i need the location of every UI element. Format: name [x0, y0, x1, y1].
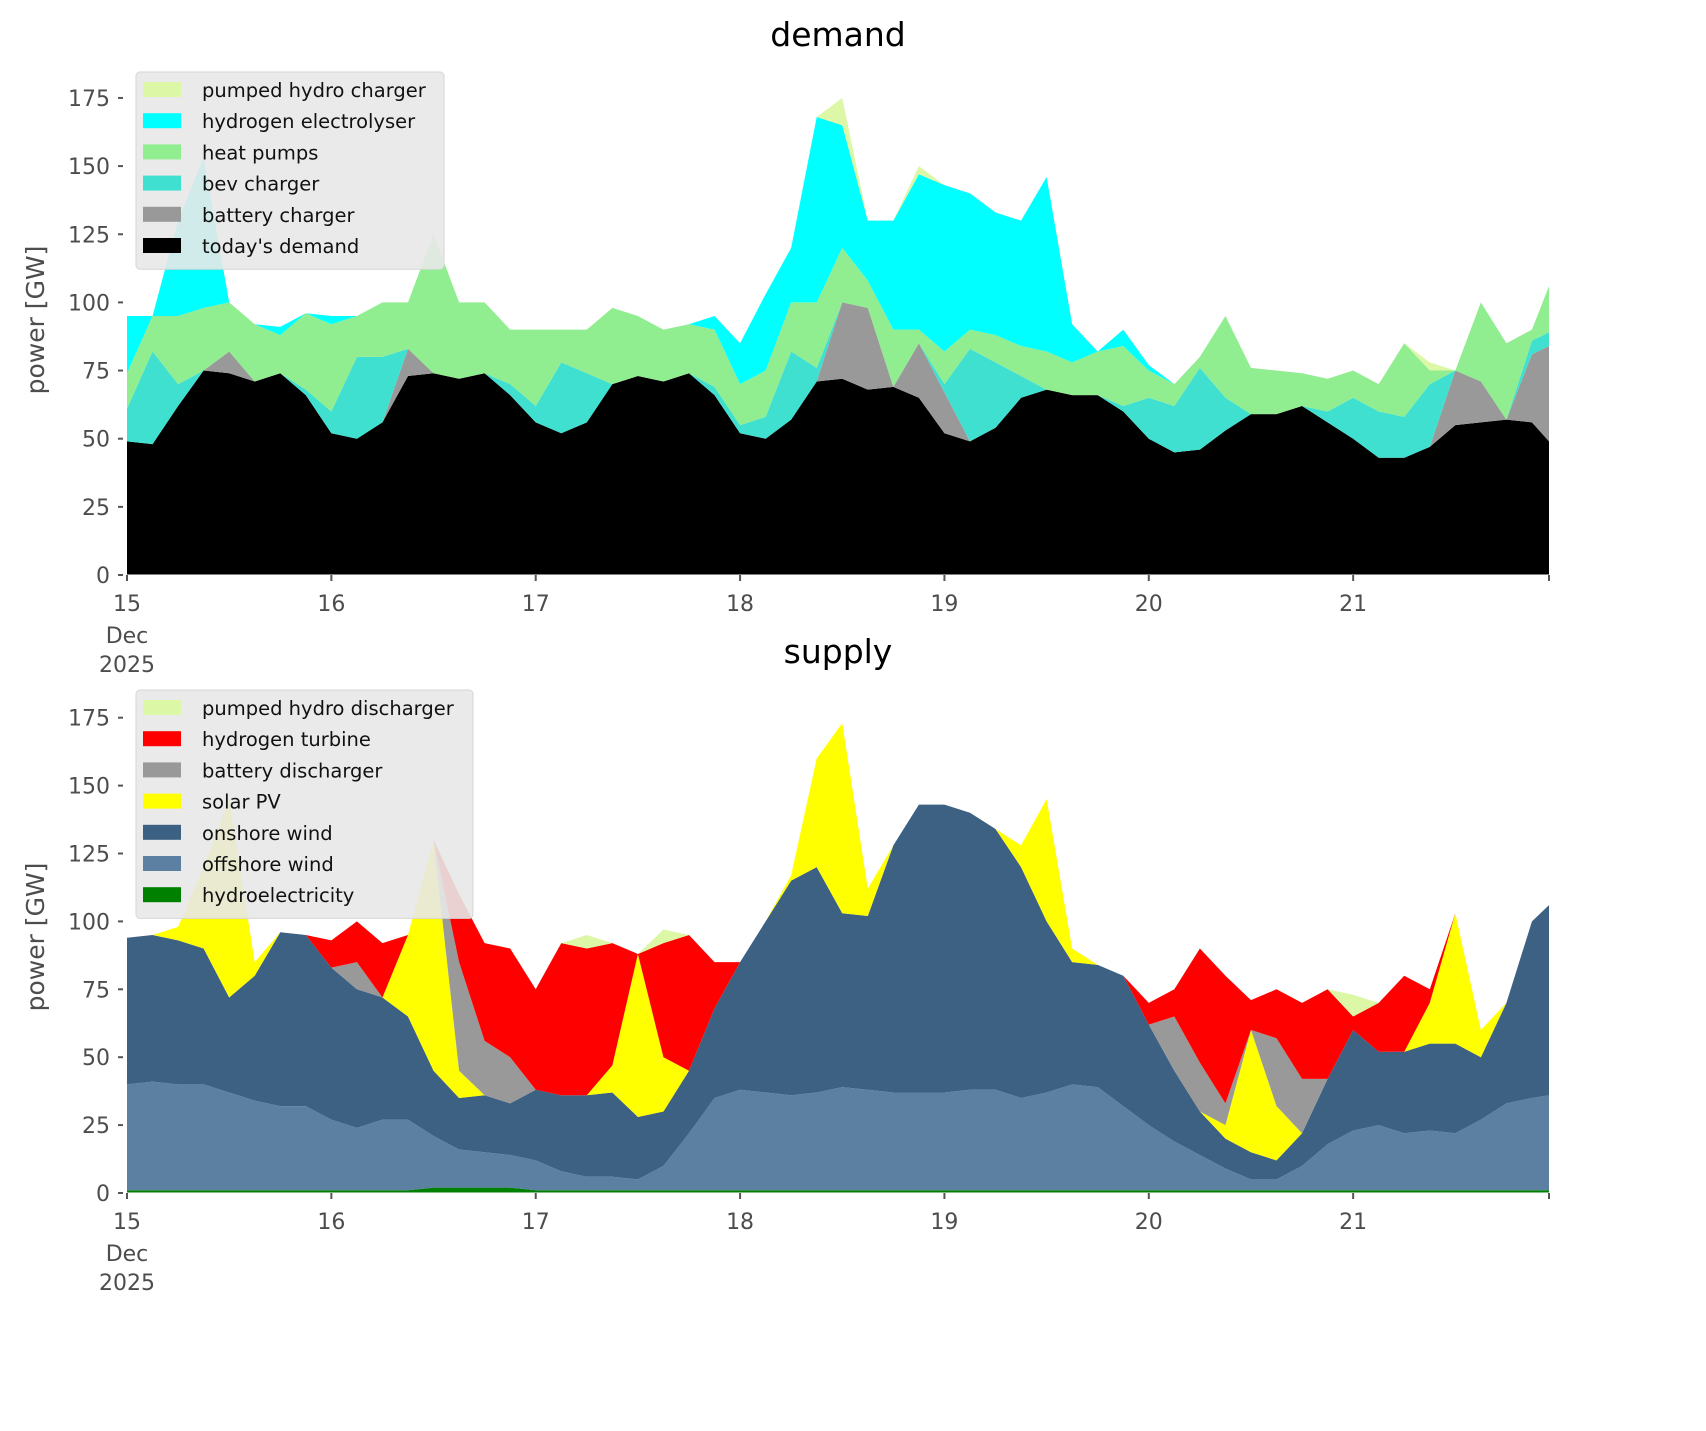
x-tick-label: 15	[113, 1210, 141, 1235]
legend-label: onshore wind	[202, 822, 333, 845]
x-tick-label: 15	[113, 592, 141, 617]
y-tick-label: 50	[82, 1046, 110, 1071]
y-tick-label: 100	[68, 291, 110, 316]
supply-chart: supply power [GW] 0 25 50 75 100 125 150 175 15 D…	[21, 632, 1550, 1296]
y-tick-label: 175	[68, 87, 110, 112]
area-heat-pumps	[127, 234, 1549, 426]
x-tick-label: 20	[1135, 592, 1163, 617]
x-tick-sublabel: 2025	[99, 653, 155, 678]
legend-label: pumped hydro discharger	[202, 697, 455, 720]
x-tick-label: 16	[317, 592, 345, 617]
axes: 0 25 50 75 100 125 150 175 15 Dec 2025 16 17 18 19 20 21	[68, 707, 1550, 1296]
legend-swatch-pumped-hydro-discharger	[143, 700, 181, 715]
y-tick-label: 175	[68, 707, 110, 732]
y-axis-label: power [GW]	[21, 863, 50, 1012]
legend-swatch-onshore-wind	[143, 824, 181, 840]
x-tick-label: 21	[1339, 1210, 1367, 1235]
y-tick-label: 125	[68, 223, 110, 248]
area-layers	[127, 97, 1549, 575]
legend-label: offshore wind	[202, 853, 334, 876]
legend-label: solar PV	[202, 791, 281, 814]
legend-label: heat pumps	[202, 141, 318, 164]
y-tick-label: 0	[96, 1182, 110, 1207]
legend-swatch-today-s-demand	[143, 238, 181, 253]
legend-swatch-pumped-hydro-charger	[143, 82, 181, 97]
legend-swatch-hydrogen-electrolyser	[143, 113, 181, 129]
x-tick-label: 19	[930, 1210, 958, 1235]
y-tick-label: 50	[82, 428, 110, 453]
legend-label: hydrogen turbine	[202, 728, 371, 751]
legend-label: battery discharger	[202, 759, 383, 782]
y-tick-label: 25	[82, 496, 110, 521]
area-hydrogen-electrolyser	[127, 117, 1549, 385]
area-onshore-wind	[127, 804, 1549, 1180]
area-layers	[127, 723, 1549, 1193]
area-offshore-wind	[127, 1081, 1549, 1191]
area-bev-charger	[127, 302, 1549, 458]
legend-label: today's demand	[202, 235, 359, 258]
x-tick-sublabel: Dec	[106, 1242, 149, 1267]
legend-swatch-hydroelectricity	[143, 887, 181, 903]
legend: pumped hydro discharger hydrogen turbine b…	[135, 689, 474, 919]
area-hydrogen-turbine	[127, 723, 1549, 1104]
legend-label: pumped hydro charger	[202, 79, 427, 102]
y-axis-label: power [GW]	[21, 246, 50, 395]
y-tick-label: 125	[68, 843, 110, 868]
legend-swatch-heat-pumps	[143, 144, 181, 160]
chart-title: supply	[784, 632, 893, 671]
legend-swatch-bev-charger	[143, 175, 181, 191]
legend-swatch-battery-charger	[143, 206, 181, 222]
area-hydroelectricity	[127, 1187, 1549, 1193]
axes: 0 25 50 75 100 125 150 175 15 Dec 2025 16 17 18 19 20 21	[68, 87, 1550, 678]
y-tick-label: 75	[82, 360, 110, 385]
y-tick-label: 25	[82, 1114, 110, 1139]
chart-title: demand	[770, 15, 905, 54]
x-tick-label: 18	[726, 1210, 754, 1235]
legend-swatch-hydrogen-turbine	[143, 731, 181, 747]
legend-label: hydrogen electrolyser	[202, 110, 416, 133]
area-battery-charger	[127, 302, 1549, 458]
legend-label: hydroelectricity	[202, 884, 354, 907]
area-today-s-demand	[127, 370, 1549, 575]
x-tick-sublabel: 2025	[99, 1271, 155, 1296]
legend-swatch-offshore-wind	[143, 856, 181, 871]
x-tick-label: 20	[1135, 1210, 1163, 1235]
x-tick-label: 19	[930, 592, 958, 617]
area-solar-pv	[127, 723, 1549, 1161]
x-tick-label: 16	[317, 1210, 345, 1235]
x-tick-label: 17	[522, 592, 550, 617]
x-tick-label: 18	[726, 592, 754, 617]
legend-swatch-battery-discharger	[143, 762, 181, 778]
legend-label: bev charger	[202, 173, 320, 196]
legend-label: battery charger	[202, 204, 355, 227]
y-tick-label: 100	[68, 910, 110, 935]
y-tick-label: 150	[68, 155, 110, 180]
legend-swatch-solar-pv	[143, 793, 181, 809]
y-tick-label: 75	[82, 978, 110, 1003]
x-tick-sublabel: Dec	[106, 624, 149, 649]
x-tick-label: 17	[522, 1210, 550, 1235]
legend-box	[135, 689, 474, 919]
legend-box	[135, 71, 445, 270]
demand-chart: demand power [GW] 0 25 50 75 100 125 150 175 15 D…	[21, 15, 1550, 678]
x-tick-label: 21	[1339, 592, 1367, 617]
y-tick-label: 0	[96, 564, 110, 589]
y-tick-label: 150	[68, 775, 110, 800]
legend: pumped hydro charger hydrogen electrolyse…	[135, 71, 445, 270]
